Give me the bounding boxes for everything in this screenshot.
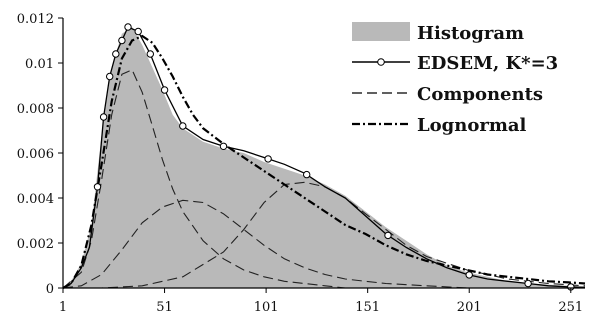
legend-swatch-histogram — [352, 22, 410, 41]
legend-label-histogram: Histogram — [417, 23, 524, 44]
edsem-marker-15 — [465, 271, 473, 279]
y-tick-label-2: 0.004 — [17, 192, 54, 207]
edsem-marker-5 — [118, 36, 126, 45]
y-tick-label-3: 0.006 — [17, 147, 54, 162]
legend-swatch-edsem-marker — [377, 58, 385, 66]
edsem-marker-14 — [384, 231, 392, 240]
edsem-marker-3 — [106, 72, 114, 81]
y-tick-label-6: 0.012 — [17, 12, 54, 27]
edsem-marker-1 — [93, 183, 102, 191]
edsem-marker-7 — [134, 27, 142, 36]
y-tick-label-5: 0.01 — [25, 57, 54, 72]
legend-label-lognormal: Lognormal — [417, 115, 527, 136]
edsem-marker-4 — [112, 50, 120, 58]
x-tick-label-0: 1 — [59, 300, 67, 315]
y-tick-label-4: 0.008 — [17, 102, 54, 117]
x-tick-label-2: 101 — [254, 300, 279, 315]
component-line-1 — [62, 69, 346, 289]
plot-area — [62, 23, 586, 291]
edsem-marker-2 — [99, 113, 108, 121]
edsem-marker-8 — [146, 50, 155, 58]
edsem-marker-10 — [179, 122, 187, 130]
legend-label-edsem: EDSEM, K*=3 — [417, 53, 558, 74]
x-ticks: 1 51 101 151 201 251 — [59, 288, 583, 315]
x-tick-label-5: 251 — [558, 300, 583, 315]
edsem-marker-11 — [219, 142, 228, 151]
y-tick-label-1: 0.002 — [17, 237, 54, 252]
x-tick-label-1: 51 — [156, 300, 173, 315]
histogram-area — [63, 27, 585, 288]
edsem-marker-9 — [160, 86, 169, 94]
edsem-marker-12 — [264, 155, 272, 163]
legend: Histogram EDSEM, K*=3 Components Lognorm… — [352, 22, 558, 136]
y-ticks: 0 0.002 0.004 0.006 0.008 0.01 0.012 — [17, 12, 63, 297]
edsem-line — [62, 26, 586, 289]
lognormal-line — [62, 34, 586, 289]
legend-label-components: Components — [417, 84, 543, 105]
edsem-marker-13 — [303, 170, 311, 179]
x-tick-label-3: 151 — [355, 300, 380, 315]
edsem-marker-6 — [124, 23, 132, 31]
edsem-marker-16 — [524, 279, 532, 288]
y-tick-label-0: 0 — [46, 282, 54, 297]
x-tick-label-4: 201 — [457, 300, 482, 315]
